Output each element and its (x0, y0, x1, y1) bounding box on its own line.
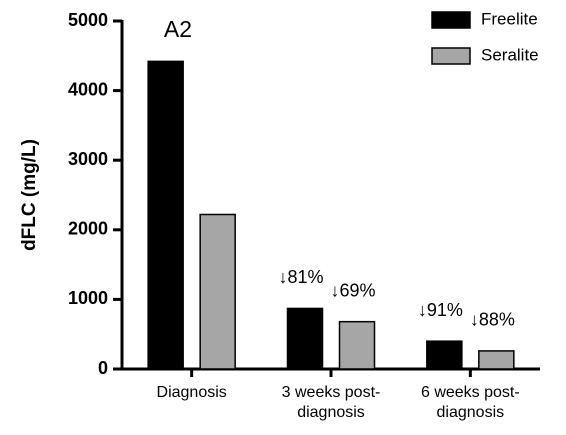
y-tick-label: 0 (98, 358, 108, 378)
chart-title: A2 (164, 16, 192, 42)
x-tick-label: 6 weeks post-diagnosis (420, 384, 520, 421)
annotation: ↓88% (470, 310, 515, 330)
annotation: ↓81% (278, 267, 323, 287)
annotation: ↓69% (330, 280, 375, 300)
bar (426, 340, 463, 370)
bar (478, 350, 515, 370)
x-tick-label: Diagnosis (156, 384, 227, 401)
legend-swatch (431, 47, 471, 65)
y-tick-label: 5000 (68, 10, 108, 30)
bar (147, 60, 184, 370)
y-tick-label: 2000 (68, 219, 108, 239)
legend-label: Seralite (481, 45, 539, 64)
bar (338, 320, 376, 370)
annotation: ↓91% (418, 300, 463, 320)
legend-swatch (431, 11, 471, 29)
y-tick-label: 3000 (68, 149, 108, 169)
y-tick-label: 1000 (68, 288, 108, 308)
y-tick-label: 4000 (68, 79, 108, 99)
bar (199, 213, 236, 370)
bar (286, 307, 324, 370)
legend-label: Freelite (481, 9, 538, 28)
y-axis-label: dFLC (mg/L) (19, 139, 40, 251)
x-tick-label: 3 weeks post-diagnosis (281, 384, 381, 421)
